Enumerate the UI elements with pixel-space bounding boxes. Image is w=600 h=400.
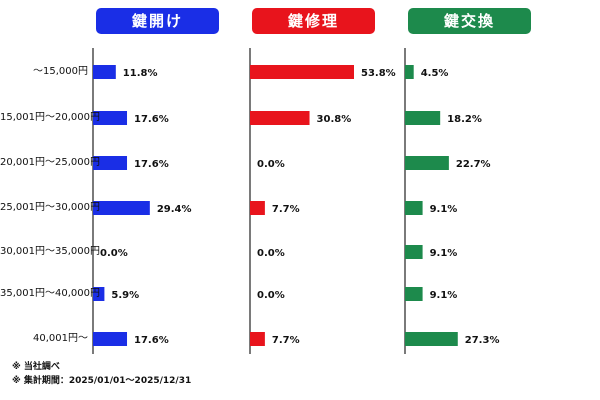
bar xyxy=(250,201,265,215)
bar-value-label: 7.7% xyxy=(272,204,300,215)
bar-value-label: 9.1% xyxy=(430,204,458,215)
bar-value-label: 9.1% xyxy=(430,290,458,301)
category-label: 40,001円～ xyxy=(33,333,88,344)
bar-value-label: 22.7% xyxy=(456,159,491,170)
note-period: ※ 集計期間：2025/01/01～2025/12/31 xyxy=(12,376,192,386)
bar-value-label: 17.6% xyxy=(134,114,169,125)
bar xyxy=(405,332,458,346)
category-label: 15,001円～20,000円 xyxy=(0,112,100,123)
bar-value-label: 0.0% xyxy=(257,159,285,170)
bar-value-label: 17.6% xyxy=(134,159,169,170)
bar xyxy=(405,65,414,79)
bar-value-label: 4.5% xyxy=(421,68,449,79)
panel-title: 鍵開け xyxy=(96,8,219,34)
bar-value-label: 27.3% xyxy=(465,335,500,346)
bar-value-label: 5.9% xyxy=(111,290,139,301)
bar-value-label: 18.2% xyxy=(447,114,482,125)
bar xyxy=(250,332,265,346)
bar xyxy=(93,287,105,301)
category-label: ～15,000円 xyxy=(33,66,88,77)
bar xyxy=(405,111,441,125)
category-label: 35,001円～40,000円 xyxy=(0,288,100,299)
bar xyxy=(405,245,423,259)
bar xyxy=(93,332,128,346)
panel-title: 鍵交換 xyxy=(408,8,531,34)
bar xyxy=(93,111,128,125)
category-label: 25,001円～30,000円 xyxy=(0,202,100,213)
bar xyxy=(405,287,423,301)
bar-value-label: 0.0% xyxy=(257,290,285,301)
bar xyxy=(93,65,116,79)
bar xyxy=(405,156,449,170)
bar-value-label: 29.4% xyxy=(157,204,192,215)
bar xyxy=(250,111,310,125)
category-label: 30,001円～35,000円 xyxy=(0,246,100,257)
bar-value-label: 0.0% xyxy=(257,248,285,259)
bar-value-label: 0.0% xyxy=(100,248,128,259)
bar-value-label: 30.8% xyxy=(317,114,352,125)
bar xyxy=(405,201,423,215)
bar-value-label: 53.8% xyxy=(361,68,396,79)
note-source: ※ 当社調べ xyxy=(12,362,60,372)
bar-value-label: 11.8% xyxy=(123,68,158,79)
panel-title: 鍵修理 xyxy=(252,8,375,34)
bar-value-label: 7.7% xyxy=(272,335,300,346)
bar xyxy=(250,65,354,79)
bar xyxy=(93,156,128,170)
bar-value-label: 9.1% xyxy=(430,248,458,259)
bar xyxy=(93,201,150,215)
category-label: 20,001円～25,000円 xyxy=(0,157,100,168)
bar-value-label: 17.6% xyxy=(134,335,169,346)
